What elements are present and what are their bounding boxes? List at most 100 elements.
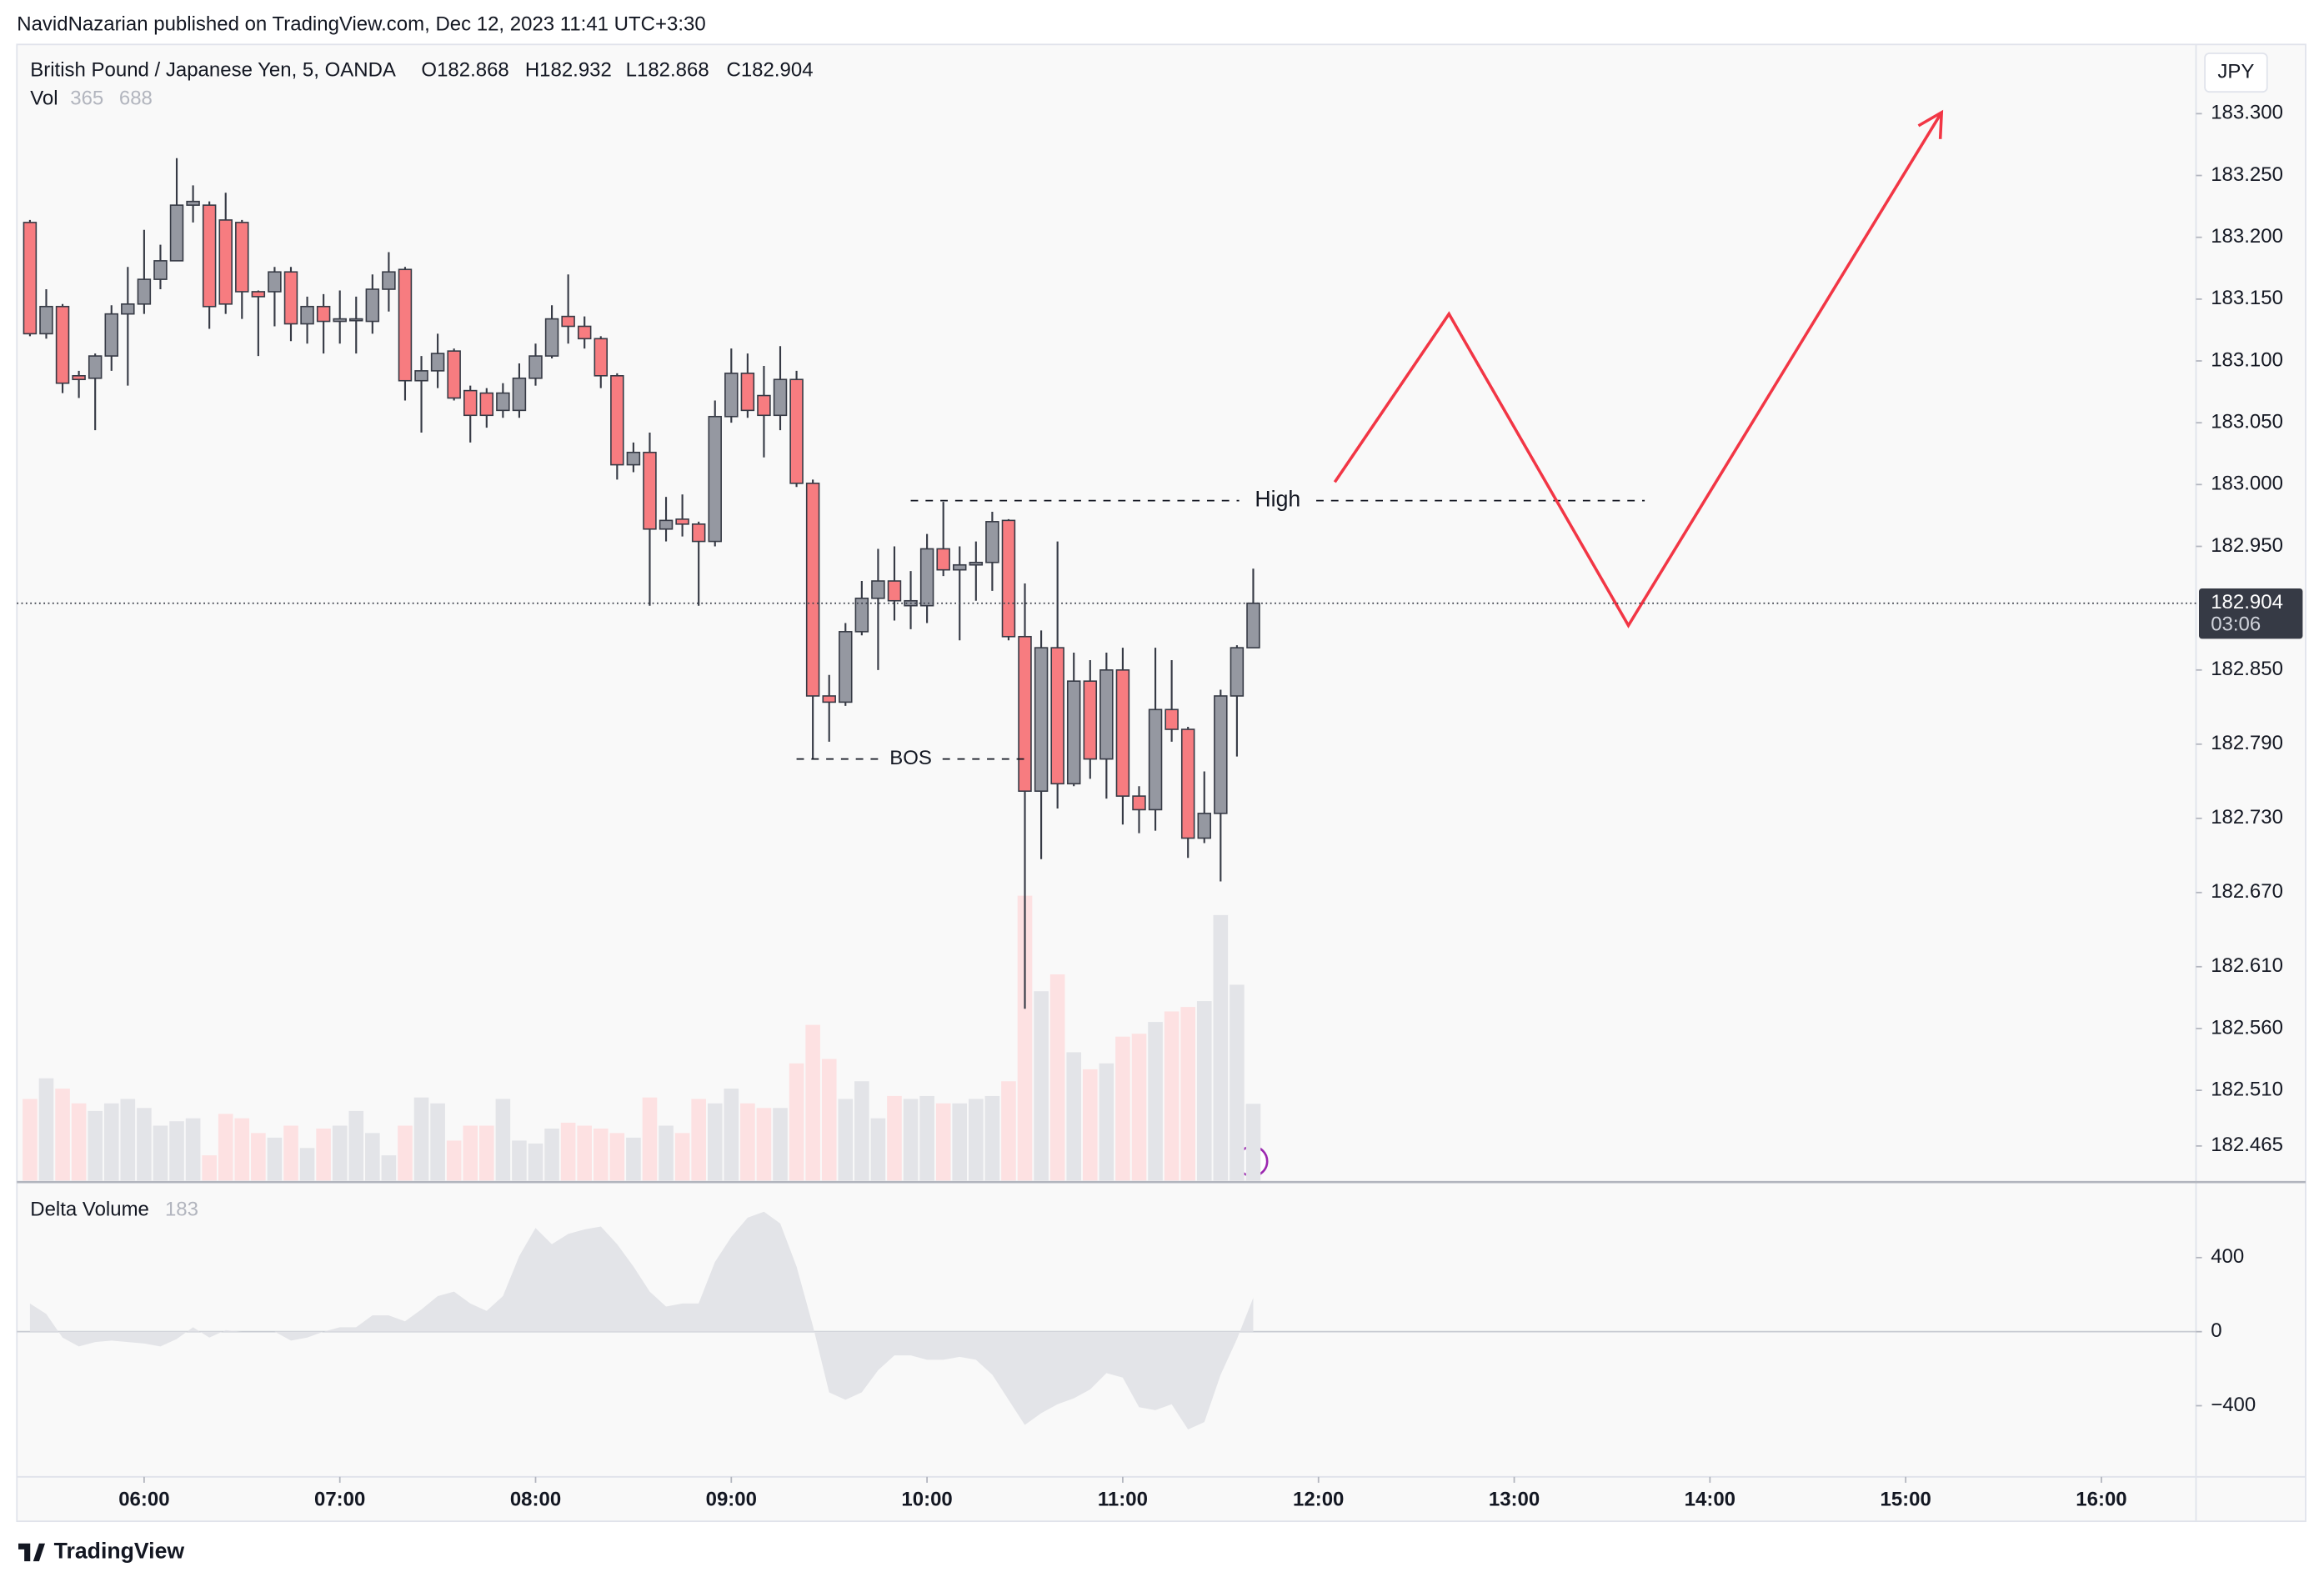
delta-label: Delta Volume xyxy=(30,1198,149,1220)
x-tick-label: 08:00 xyxy=(510,1489,561,1511)
candle-body xyxy=(1214,695,1228,814)
volume-bar xyxy=(1148,1022,1163,1181)
volume-bar xyxy=(984,1095,1000,1181)
delta-value: 183 xyxy=(165,1198,198,1220)
volume-bar xyxy=(234,1118,250,1181)
candle-body xyxy=(773,378,788,417)
candle-body xyxy=(675,518,689,525)
candle-body xyxy=(561,315,575,328)
y-tick-label: 182.560 xyxy=(2211,1016,2283,1039)
candle-body xyxy=(708,415,722,543)
candle-body xyxy=(691,523,706,543)
candle-body xyxy=(1083,680,1098,760)
candle-body xyxy=(235,222,249,293)
y-tick-label: 182.670 xyxy=(2211,880,2283,903)
volume-bar xyxy=(251,1133,266,1181)
candle-body xyxy=(496,392,510,412)
volume-bar xyxy=(544,1129,559,1181)
candle-body xyxy=(251,291,266,298)
candle-body xyxy=(544,318,559,357)
volume-label: Vol xyxy=(30,87,58,109)
brand-icon xyxy=(18,1543,46,1562)
volume-bar xyxy=(137,1108,152,1181)
volume-bar xyxy=(1049,974,1065,1181)
currency-box[interactable] xyxy=(2204,53,2268,93)
candle-body xyxy=(871,580,885,599)
volume-bar xyxy=(935,1103,951,1181)
countdown: 03:06 xyxy=(2211,613,2261,636)
volume-bar xyxy=(969,1099,984,1181)
volume-bar xyxy=(103,1103,119,1181)
x-tick-label: 06:00 xyxy=(118,1489,169,1511)
volume-bar xyxy=(1099,1063,1114,1181)
volume-bar xyxy=(740,1103,755,1181)
volume-bar xyxy=(609,1133,625,1181)
volume-bar xyxy=(283,1125,298,1181)
delta-tick-label: 400 xyxy=(2211,1245,2244,1268)
y-tick-label: 183.150 xyxy=(2211,287,2283,309)
volume-bar xyxy=(202,1155,217,1181)
candle-body xyxy=(1197,813,1211,839)
volume-bar xyxy=(724,1089,739,1181)
y-tick-label: 182.850 xyxy=(2211,658,2283,680)
candle-body xyxy=(512,377,527,412)
y-tick-label: 182.465 xyxy=(2211,1134,2283,1156)
y-tick-label: 183.250 xyxy=(2211,163,2283,186)
candle-body xyxy=(1180,728,1195,839)
candle-body xyxy=(919,548,934,607)
volume-bar xyxy=(430,1103,445,1181)
volume-bar xyxy=(952,1103,968,1181)
ohlc-open: O182.868 xyxy=(421,59,508,82)
candle-body xyxy=(202,204,217,308)
candle-body xyxy=(430,353,445,372)
candle-body xyxy=(218,219,233,305)
volume-bar xyxy=(446,1140,462,1181)
x-tick-label: 13:00 xyxy=(1489,1489,1540,1511)
volume-bar xyxy=(593,1129,609,1181)
volume-bar xyxy=(577,1125,593,1181)
publisher: NavidNazarian published on TradingView.c… xyxy=(17,13,705,36)
volume-bar xyxy=(1196,1001,1212,1181)
candle-body xyxy=(822,695,836,703)
volume-bar xyxy=(870,1118,886,1181)
last-price-box xyxy=(2199,588,2303,639)
candle-body xyxy=(1148,708,1163,811)
candle-body xyxy=(414,370,428,382)
candle-body xyxy=(1115,669,1130,797)
candle-body xyxy=(953,563,967,571)
candle-body xyxy=(283,271,298,325)
volume-bar xyxy=(413,1097,429,1181)
annotation-label: BOS xyxy=(889,747,932,769)
currency[interactable]: JPY xyxy=(2217,60,2254,83)
projection-arrowhead xyxy=(1917,109,1944,139)
volume-bar xyxy=(1001,1081,1016,1181)
volume-bar xyxy=(691,1099,706,1181)
candle-body xyxy=(1246,602,1260,648)
volume-bar xyxy=(903,1099,919,1181)
candle-body xyxy=(479,392,494,417)
candle-body xyxy=(643,451,657,530)
candle-body xyxy=(528,355,543,379)
delta-area xyxy=(29,1211,1254,1429)
candle-body xyxy=(969,561,984,566)
volume-bar xyxy=(1034,991,1049,1181)
x-tick-label: 09:00 xyxy=(706,1489,757,1511)
candle-body xyxy=(854,597,869,633)
volume-bar xyxy=(267,1137,283,1181)
delta-tick-label: 0 xyxy=(2211,1319,2221,1342)
candle-body xyxy=(1132,795,1146,811)
ohlc-low: L182.868 xyxy=(626,59,709,82)
candle-body xyxy=(300,305,314,325)
volume-bar xyxy=(756,1108,772,1181)
volume-bar xyxy=(153,1125,168,1181)
volume-bar xyxy=(495,1099,511,1181)
candle-body xyxy=(447,350,461,399)
volume-bar xyxy=(1245,1104,1261,1181)
candle-body xyxy=(1018,635,1032,792)
volume-bar xyxy=(1082,1069,1098,1181)
candle-body xyxy=(1165,708,1179,730)
candle-body xyxy=(333,318,347,323)
candle-body xyxy=(659,519,674,530)
x-tick-label: 15:00 xyxy=(1880,1489,1931,1511)
volume-bar xyxy=(560,1122,576,1181)
